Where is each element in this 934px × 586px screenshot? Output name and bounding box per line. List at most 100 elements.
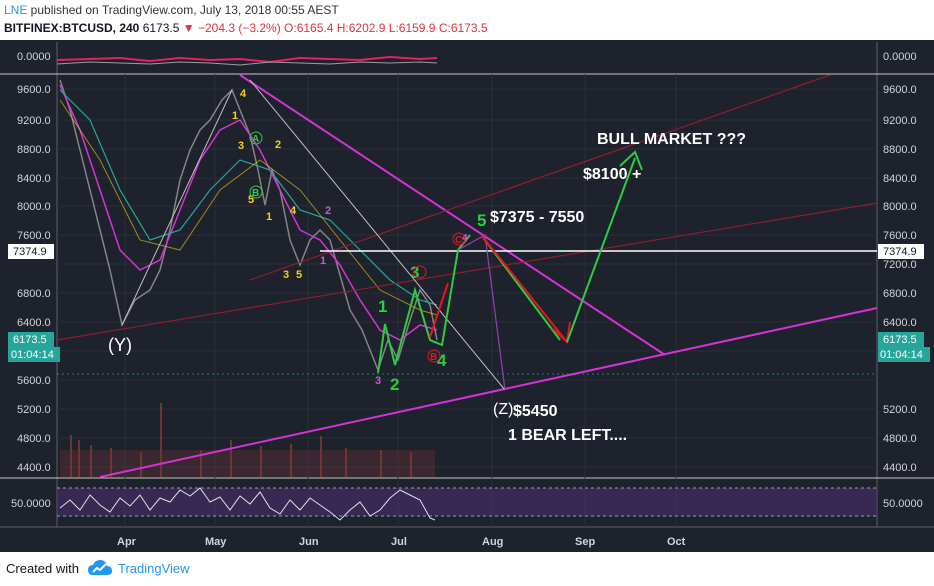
price-tick: 4400.0	[17, 462, 51, 474]
footer: Created with TradingView	[0, 552, 934, 586]
line-price-badge: 7374.9 7374.9	[8, 244, 924, 259]
svg-text:6173.5: 6173.5	[13, 334, 47, 346]
wave-label: B	[430, 352, 437, 363]
circled-labels: A B C B 4	[249, 131, 468, 363]
symbol-label[interactable]: BITFINEX:BTCUSD, 240	[4, 21, 140, 35]
volume-bars	[60, 403, 435, 477]
tradingview-link[interactable]: TradingView	[118, 561, 190, 576]
wave-label: 3	[238, 140, 244, 152]
wave-label: 3	[410, 263, 419, 282]
price-tick: 8400.0	[17, 173, 51, 185]
bear-note: 1 BEAR LEFT....	[508, 427, 627, 444]
time-tick: Jul	[391, 536, 407, 548]
price-tick: 6800.0	[883, 288, 917, 300]
chart-canvas[interactable]: 0.0000 0.0000	[0, 40, 934, 552]
price-tick: 8800.0	[883, 144, 917, 156]
price-tick: 5600.0	[17, 375, 51, 387]
tradingview-cloud-icon	[87, 559, 113, 582]
price-tick: 9200.0	[17, 115, 51, 127]
rsi-value-right: 50.0000	[883, 498, 923, 510]
time-tick: Aug	[482, 536, 503, 548]
time-tick: Oct	[667, 536, 686, 548]
price-tick: 5200.0	[883, 404, 917, 416]
price-tick: 9600.0	[883, 84, 917, 96]
trend-lines	[56, 74, 878, 478]
price-tick: 8400.0	[883, 173, 917, 185]
time-axis: Apr May Jun Jul Aug Sep Oct	[117, 536, 686, 548]
price-tick: 8000.0	[883, 201, 917, 213]
ohlc-values: O:6165.4 H:6202.9 L:6159.9 C:6173.5	[284, 21, 488, 35]
price-tick: 9600.0	[17, 84, 51, 96]
wave-label: 2	[325, 205, 331, 217]
publish-info: published on TradingView.com, July 13, 2…	[27, 3, 339, 17]
wave-label: 4	[290, 205, 297, 217]
indicator-value-left: 0.0000	[17, 51, 51, 63]
wave-label: B	[252, 188, 259, 199]
z-label: (Z)	[493, 401, 513, 418]
wave-label: C	[455, 235, 462, 246]
wave-label: 4	[240, 88, 247, 100]
chart-area[interactable]: 0.0000 0.0000	[0, 40, 934, 552]
time-tick: Sep	[575, 536, 595, 548]
price-grid	[57, 74, 877, 527]
price-tick: 7600.0	[17, 230, 51, 242]
wave-label: 1	[320, 255, 326, 267]
top-indicator: 0.0000 0.0000	[17, 51, 917, 66]
wave-label: 2	[390, 375, 399, 394]
target-note: $8100 +	[583, 166, 641, 183]
svg-text:7374.9: 7374.9	[883, 246, 917, 258]
rsi-panel: 50.0000 50.0000	[11, 487, 923, 521]
price-tick: 8000.0	[17, 201, 51, 213]
last-price-label: 6173.5	[142, 21, 180, 35]
range-note: $7375 - 7550	[490, 209, 584, 226]
wave-label: 2	[275, 139, 281, 151]
rsi-value-left: 50.0000	[11, 498, 51, 510]
author-link[interactable]: LNE	[4, 3, 28, 17]
wave-label: 5	[248, 194, 254, 206]
svg-text:01:04:14: 01:04:14	[11, 349, 54, 361]
wave-label: 4	[437, 351, 447, 370]
indicator-value-right: 0.0000	[883, 51, 917, 63]
price-tick: 8800.0	[17, 144, 51, 156]
price-axis-right: 9600.0 9200.0 8800.0 8400.0 8000.0 7600.…	[883, 84, 917, 474]
wave-label: 5	[477, 211, 486, 230]
price-tick: 6400.0	[883, 317, 917, 329]
svg-text:01:04:14: 01:04:14	[880, 349, 923, 361]
wave-label: 1	[378, 297, 387, 316]
wave-label: 5	[296, 269, 302, 281]
created-with-label: Created with	[6, 561, 79, 576]
price-tick: 5200.0	[17, 404, 51, 416]
z-price-note: $5450	[513, 403, 558, 420]
svg-text:6173.5: 6173.5	[883, 334, 917, 346]
y-label: (Y)	[108, 335, 132, 355]
last-price-badge: 6173.5 01:04:14 6173.5 01:04:14	[8, 332, 930, 362]
publish-line: LNE published on TradingView.com, July 1…	[4, 3, 339, 17]
wave-label: 1	[232, 110, 238, 122]
price-tick: 4400.0	[883, 462, 917, 474]
price-axis-left: 9600.0 9200.0 8800.0 8400.0 8000.0 7600.…	[17, 84, 51, 474]
price-tick: 9200.0	[883, 115, 917, 127]
wave-label: A	[252, 134, 259, 145]
annotations: BULL MARKET ??? $8100 + $7375 - 7550 (Z)…	[108, 131, 746, 444]
symbol-line: BITFINEX:BTCUSD, 240 6173.5 ▼ −204.3 (−3…	[4, 21, 488, 35]
time-tick: Jun	[299, 536, 319, 548]
price-tick: 6800.0	[17, 288, 51, 300]
bull-market-note: BULL MARKET ???	[597, 131, 746, 148]
projection-paths	[377, 150, 643, 391]
price-tick: 6400.0	[17, 317, 51, 329]
time-tick: May	[205, 536, 227, 548]
price-tick: 4800.0	[883, 433, 917, 445]
price-tick: 7200.0	[883, 259, 917, 271]
green-wave-labels: 1 2 3 4 5	[378, 211, 486, 394]
wave-label: 3	[375, 375, 381, 387]
wave-label: 3	[283, 269, 289, 281]
price-tick: 7600.0	[883, 230, 917, 242]
svg-text:7374.9: 7374.9	[13, 246, 47, 258]
time-tick: Apr	[117, 536, 137, 548]
chart-header: LNE published on TradingView.com, July 1…	[0, 0, 934, 40]
price-tick: 4800.0	[17, 433, 51, 445]
wave-label: 4	[462, 233, 468, 244]
wave-labels: 4 1 3 2 5 1 4 3 5 2 1 3	[232, 88, 381, 387]
price-change: ▼ −204.3 (−3.2%)	[182, 21, 281, 35]
wave-label: 1	[266, 211, 272, 223]
